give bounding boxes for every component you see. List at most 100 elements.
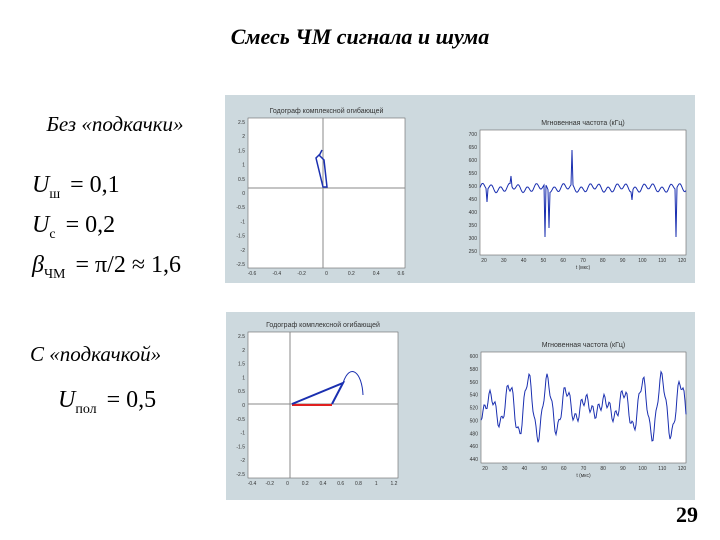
plot-title: Годограф комплексной огибающей: [270, 107, 384, 115]
x-tick-label: 0.8: [355, 481, 362, 487]
hodograph: [315, 149, 328, 188]
x-tick-label: 60: [561, 466, 567, 472]
y-tick-label: -1: [241, 219, 246, 225]
y-tick-label: 1.5: [238, 148, 245, 154]
formula: Uпол = 0,5: [58, 387, 156, 418]
slide-title: Смесь ЧМ сигнала и шума: [230, 24, 490, 49]
x-tick-label: -0.6: [248, 271, 257, 277]
x-tick-label: 20: [481, 258, 487, 264]
x-tick-label: 90: [620, 466, 626, 472]
y-tick-label: 600: [470, 354, 479, 360]
symbol: U: [32, 212, 50, 238]
y-tick-label: 250: [469, 249, 478, 255]
y-tick-label: 0.5: [238, 177, 245, 183]
rhs: = 0,1: [70, 172, 120, 198]
x-axis-label: t (мкс): [576, 473, 591, 479]
y-tick-label: -1: [241, 431, 246, 437]
y-tick-label: -2: [241, 458, 246, 464]
formula: Uш = 0,1: [32, 172, 120, 203]
subscript: ЧМ: [43, 266, 66, 282]
y-tick-label: 300: [469, 236, 478, 242]
x-tick-label: -0.2: [297, 271, 306, 277]
x-tick-label: 100: [638, 466, 647, 472]
y-tick-label: 480: [470, 431, 479, 437]
x-tick-label: 80: [600, 258, 606, 264]
x-tick-label: 0.2: [302, 481, 309, 487]
x-tick-label: 40: [522, 466, 528, 472]
x-tick-label: 110: [658, 258, 666, 264]
y-tick-label: 450: [469, 197, 478, 203]
label: С «подкачкой»: [30, 342, 162, 366]
rhs: = 0,5: [106, 387, 157, 413]
y-tick-label: -0.5: [236, 205, 245, 211]
x-tick-label: 90: [620, 258, 626, 264]
y-tick-label: 540: [470, 393, 479, 399]
axes: [479, 129, 687, 256]
y-tick-label: 400: [469, 210, 478, 216]
x-tick-label: 0.4: [373, 271, 380, 277]
y-tick-label: 600: [469, 158, 478, 164]
x-tick-label: 60: [560, 258, 566, 264]
subscript: с: [49, 226, 56, 242]
x-tick-label: 20: [482, 466, 488, 472]
subscript: ш: [49, 186, 61, 202]
x-axis-label: t (мкс): [576, 265, 591, 271]
x-tick-label: 30: [501, 258, 507, 264]
y-tick-label: 0.5: [238, 389, 245, 395]
symbol: β: [32, 252, 44, 278]
plot-title: Годограф комплексной огибающей: [266, 321, 380, 329]
label: Без «подкачки»: [46, 112, 184, 136]
x-tick-label: 1: [375, 481, 378, 487]
y-tick-label: -0.5: [236, 417, 245, 423]
y-tick-label: 1.5: [238, 362, 245, 368]
symbol: U: [32, 172, 50, 198]
y-tick-label: 440: [470, 457, 479, 463]
formula: βЧМ = π/2 ≈ 1,6: [32, 252, 181, 283]
y-tick-label: -2.5: [236, 472, 245, 478]
x-tick-label: 1.2: [391, 481, 398, 487]
x-tick-label: 70: [580, 258, 586, 264]
x-tick-label: 120: [678, 258, 687, 264]
x-tick-label: 0.6: [337, 481, 344, 487]
page-number: 29: [676, 502, 698, 527]
subscript: пол: [75, 401, 97, 417]
x-tick-label: 0.4: [320, 481, 327, 487]
frequency-curve: [480, 370, 687, 443]
x-tick-label: -0.2: [265, 481, 274, 487]
y-tick-label: -2.5: [236, 262, 245, 268]
x-tick-label: -0.4: [248, 481, 257, 487]
y-tick-label: 2: [242, 348, 245, 354]
x-tick-label: 50: [541, 466, 547, 472]
y-tick-label: 650: [469, 145, 478, 151]
hodograph-arc: [342, 371, 364, 396]
x-tick-label: 110: [658, 466, 666, 472]
y-tick-label: 550: [469, 171, 478, 177]
y-tick-label: 460: [470, 444, 479, 450]
x-tick-label: 0: [325, 271, 328, 277]
y-tick-label: 1: [242, 163, 245, 169]
rhs: = 0,2: [65, 212, 116, 238]
y-tick-label: 560: [470, 380, 479, 386]
axes: [247, 117, 406, 269]
y-tick-label: 2: [242, 134, 245, 140]
plot-title: Мгновенная частота (кГц): [541, 120, 624, 127]
y-tick-label: 0: [242, 403, 245, 409]
y-tick-label: -1.5: [236, 444, 245, 450]
axes: [480, 351, 687, 464]
x-tick-label: 120: [678, 466, 687, 472]
y-tick-label: -2: [241, 248, 246, 254]
y-tick-label: 500: [469, 184, 478, 190]
x-tick-label: 40: [521, 258, 527, 264]
formula: Uс = 0,2: [32, 212, 115, 243]
symbol: U: [58, 387, 76, 413]
y-tick-label: 0: [242, 191, 245, 197]
y-tick-label: 350: [469, 223, 478, 229]
y-tick-label: 2.5: [238, 120, 245, 126]
y-tick-label: 700: [469, 132, 478, 138]
y-tick-label: 2.5: [238, 334, 245, 340]
y-tick-label: -1.5: [236, 234, 245, 240]
x-tick-label: 0.6: [398, 271, 405, 277]
plot-title: Мгновенная частота (кГц): [542, 342, 625, 349]
